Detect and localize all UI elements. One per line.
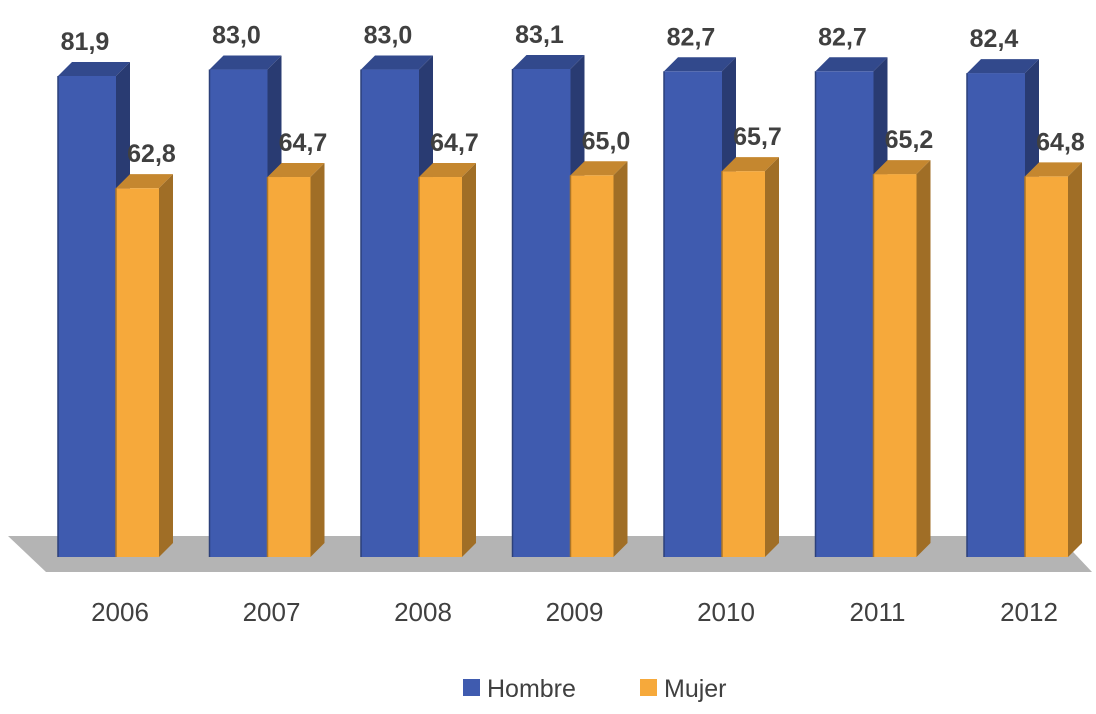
bar-mujer-2008-side xyxy=(462,163,476,557)
bar-hombre-2007-front xyxy=(209,69,268,558)
bar-mujer-2012-top xyxy=(1025,162,1082,177)
value-label-hombre-2012: 82,4 xyxy=(970,25,1019,53)
bar-mujer-2011 xyxy=(872,160,931,558)
bar-hombre-2010-top xyxy=(664,57,736,72)
bar-mujer-2009 xyxy=(569,161,628,557)
bar-mujer-2006-front xyxy=(116,188,159,557)
bar-mujer-2008-front xyxy=(419,177,462,557)
bar-hombre-2008-top xyxy=(361,55,433,70)
bar-mujer-2011-top xyxy=(873,160,931,175)
value-label-mujer-2010: 65,7 xyxy=(733,123,782,151)
bar-hombre-2006 xyxy=(57,62,130,557)
bar-hombre-2011-top xyxy=(815,57,888,72)
legend-label-hombre: Hombre xyxy=(487,675,576,703)
bar-mujer-2009-side xyxy=(613,161,628,557)
value-label-mujer-2012: 64,8 xyxy=(1036,128,1085,156)
value-label-mujer-2011: 65,2 xyxy=(885,126,934,154)
bar-hombre-2011-front xyxy=(815,71,874,558)
bar-mujer-2008-top xyxy=(419,163,476,178)
value-label-hombre-2008: 83,0 xyxy=(364,22,413,50)
x-tick-label-2010: 2010 xyxy=(697,597,755,627)
bar-mujer-2007-front xyxy=(267,177,311,557)
legend-swatch-hombre xyxy=(463,679,480,696)
value-label-hombre-2011: 82,7 xyxy=(818,23,867,51)
value-label-hombre-2007: 83,0 xyxy=(212,22,261,50)
bar-mujer-2012-front xyxy=(1025,176,1068,557)
value-label-mujer-2006: 62,8 xyxy=(127,140,176,168)
bar-hombre-2009-front xyxy=(512,68,571,557)
bar-mujer-2008 xyxy=(418,163,476,557)
bar-mujer-2010 xyxy=(721,157,779,557)
x-tick-label-2011: 2011 xyxy=(850,597,906,627)
bar-mujer-2010-top xyxy=(722,157,779,172)
value-label-mujer-2008: 64,7 xyxy=(430,129,479,157)
bar-hombre-2012-top xyxy=(967,59,1039,74)
bar-mujer-2012 xyxy=(1024,162,1082,557)
x-tick-label-2006: 2006 xyxy=(91,597,149,627)
legend-label-mujer: Mujer xyxy=(664,675,727,703)
bar-mujer-2006 xyxy=(115,174,173,557)
bar-hombre-2006-front xyxy=(58,76,116,557)
bar-hombre-2008-front xyxy=(361,69,419,558)
value-label-mujer-2009: 65,0 xyxy=(582,127,631,155)
legend-swatch-mujer xyxy=(640,679,657,696)
bar-mujer-2006-top xyxy=(116,174,173,189)
bar-hombre-2007-top xyxy=(209,55,282,70)
x-tick-label-2012: 2012 xyxy=(1000,597,1058,627)
bar-hombre-2012-front xyxy=(967,73,1025,558)
bar-mujer-2006-side xyxy=(159,174,173,557)
value-label-hombre-2009: 83,1 xyxy=(515,21,564,49)
x-tick-label-2009: 2009 xyxy=(546,597,604,627)
bar-mujer-2012-side xyxy=(1068,162,1082,557)
bar-mujer-2011-side xyxy=(916,160,931,558)
bar-hombre-2006-top xyxy=(58,62,130,76)
value-label-mujer-2007: 64,7 xyxy=(279,129,328,157)
bar-mujer-2009-top xyxy=(570,161,628,176)
bar-mujer-2009-front xyxy=(570,175,614,557)
bar-mujer-2007-top xyxy=(267,163,325,178)
value-label-hombre-2010: 82,7 xyxy=(667,23,716,51)
bar-mujer-2010-side xyxy=(765,157,779,557)
bar-hombre-2009-top xyxy=(512,54,585,69)
bar-hombre-2010-front xyxy=(664,71,722,558)
value-label-hombre-2006: 81,9 xyxy=(61,28,110,56)
x-tick-label-2007: 2007 xyxy=(243,597,301,627)
legend: Hombre Mujer xyxy=(463,675,727,703)
bar-mujer-2010-front xyxy=(722,171,765,557)
bar-mujer-2007 xyxy=(266,163,325,557)
x-tick-label-2008: 2008 xyxy=(394,597,452,627)
bar-mujer-2011-front xyxy=(873,174,917,558)
bar-mujer-2007-side xyxy=(310,163,325,557)
